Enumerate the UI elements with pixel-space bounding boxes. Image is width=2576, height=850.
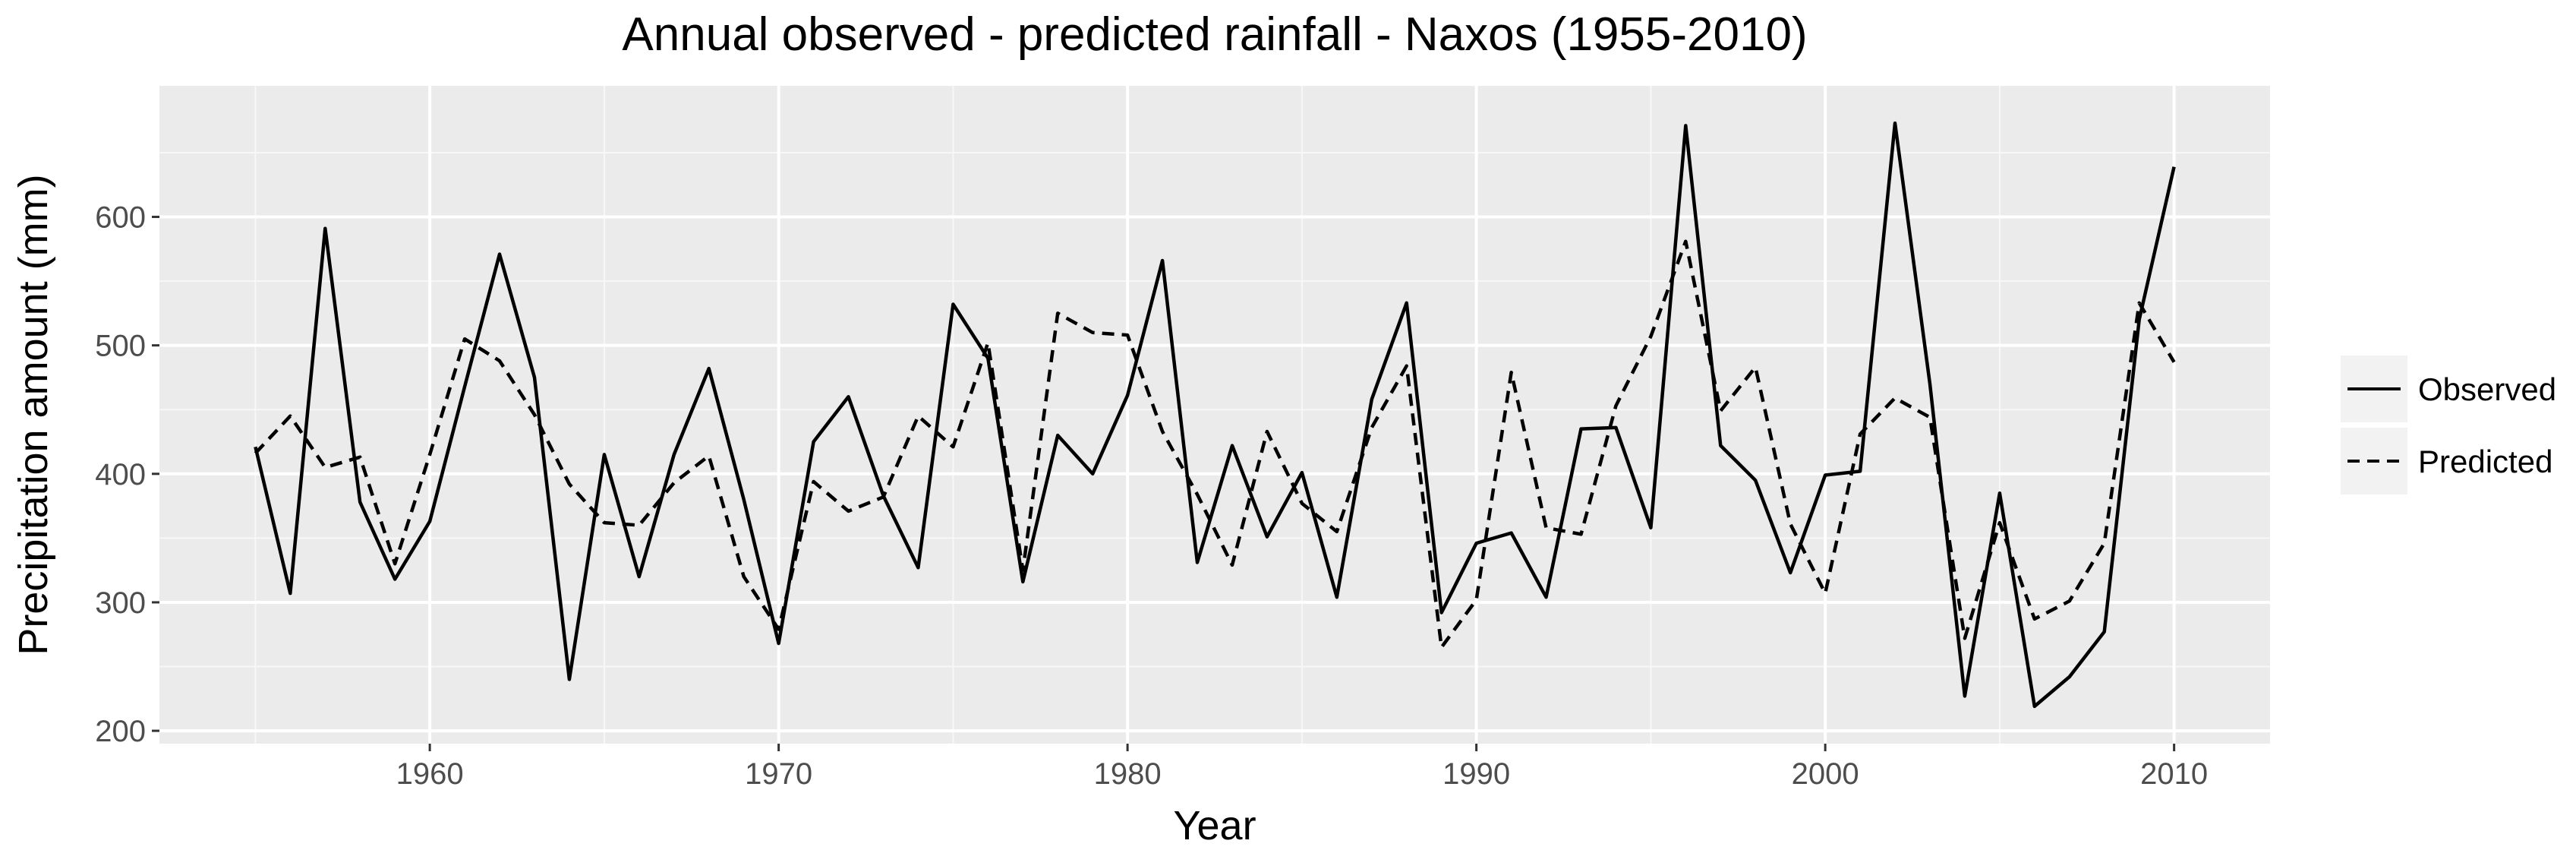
grid [159, 86, 2270, 744]
plot-panel [159, 86, 2270, 744]
x-tick-label: 1960 [396, 757, 464, 791]
series-line-observed [254, 121, 2176, 709]
x-tick-label: 1970 [745, 757, 812, 791]
x-axis-title: Year [1173, 803, 1256, 848]
chart-title: Annual observed - predicted rainfall - N… [622, 8, 1807, 61]
legend-label-predicted: Predicted [2418, 444, 2552, 479]
y-axis-title: Precipitation amount (mm) [11, 174, 56, 655]
x-tick-label: 1980 [1094, 757, 1162, 791]
x-tick-label: 1990 [1442, 757, 1510, 791]
x-tick-label: 2010 [2140, 757, 2208, 791]
legend-label-observed: Observed [2418, 371, 2556, 407]
axes: 1960 1970 1980 1990 2000 2010 200 300 400 500 600 [95, 201, 2208, 791]
x-tick-label: 2000 [1792, 757, 1859, 791]
series-line-predicted [254, 239, 2176, 649]
legend: Observed Predicted [2341, 355, 2556, 495]
y-tick-label: 200 [95, 715, 146, 748]
y-tick-label: 400 [95, 458, 146, 491]
y-tick-label: 600 [95, 201, 146, 235]
y-tick-label: 300 [95, 586, 146, 620]
y-tick-label: 500 [95, 330, 146, 363]
series-lines [254, 121, 2176, 709]
